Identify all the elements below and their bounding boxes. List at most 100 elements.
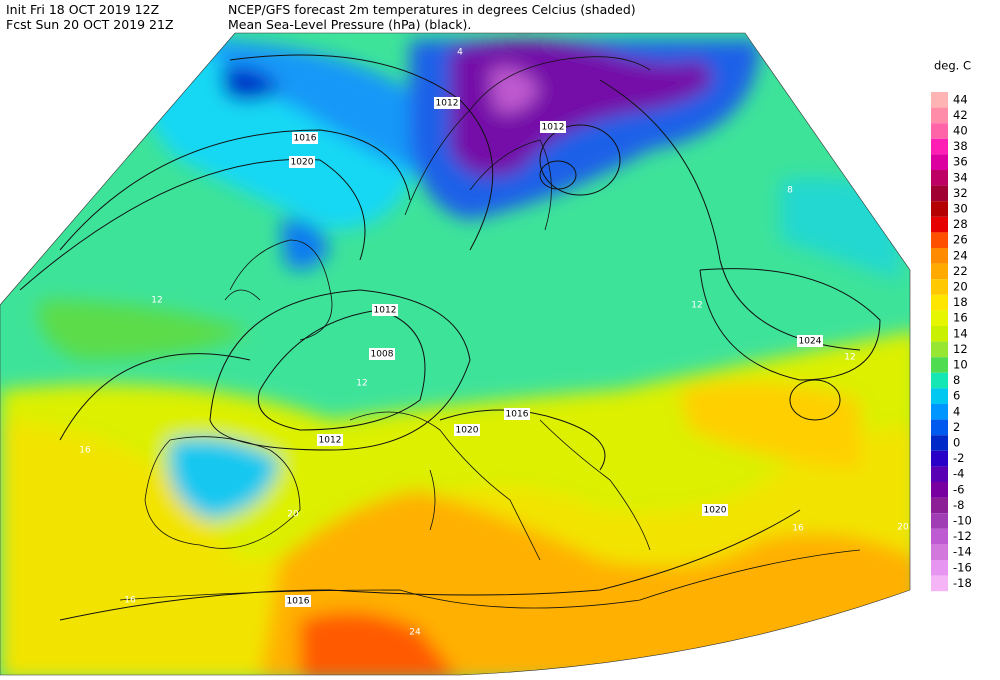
legend-label: 26 <box>953 233 968 247</box>
legend-label: 10 <box>953 358 968 372</box>
isobar-label: 1016 <box>294 134 317 144</box>
legend-swatch <box>931 404 948 420</box>
legend-label: -6 <box>953 482 964 496</box>
legend-label: 6 <box>953 389 960 403</box>
legend-swatch <box>931 92 948 108</box>
temperature-label: 20 <box>287 510 299 520</box>
legend-swatch <box>931 107 948 124</box>
isobar-label-bg <box>317 434 343 446</box>
legend-swatch <box>931 154 948 170</box>
legend-label: 14 <box>953 326 968 340</box>
legend-swatch <box>931 138 948 155</box>
isobar-label: 1020 <box>456 426 479 436</box>
isobar-label-bg <box>285 595 311 607</box>
temperature-label: 4 <box>457 48 463 58</box>
isobar-label-bg <box>369 348 395 360</box>
legend-swatch <box>931 482 948 498</box>
legend-swatch <box>931 372 948 389</box>
legend-label: 2 <box>953 420 960 434</box>
temperature-label: 20 <box>897 523 909 533</box>
temperature-label: 16 <box>792 524 804 534</box>
isobar-label: 1008 <box>371 350 394 360</box>
shading <box>0 33 910 675</box>
legend-swatch <box>931 528 948 545</box>
isobar-label-bg <box>797 335 823 347</box>
legend-label: -14 <box>953 545 972 559</box>
legend-swatch <box>931 201 948 217</box>
legend-label: 20 <box>953 280 968 294</box>
map-title: NCEP/GFS forecast 2m temperatures in deg… <box>228 2 636 17</box>
legend-swatch <box>931 310 948 326</box>
legend-label: -2 <box>953 451 964 465</box>
isobar-label: 1012 <box>374 306 397 316</box>
legend-swatch <box>931 357 948 373</box>
legend-label: 12 <box>953 342 968 356</box>
isobar-label: 1020 <box>704 506 727 516</box>
legend-label: -16 <box>953 560 972 574</box>
isobar-label-bg <box>372 304 398 316</box>
legend-swatch <box>931 435 948 451</box>
legend-label: -18 <box>953 576 972 590</box>
legend-swatch <box>931 341 948 358</box>
coastlines <box>119 56 861 609</box>
legend-swatch <box>931 450 948 467</box>
temperature-label: 12 <box>356 379 367 389</box>
temperature-field <box>0 33 910 675</box>
legend-label: 34 <box>953 170 968 184</box>
isobar-label-bg <box>454 424 480 436</box>
legend-swatch <box>931 263 948 280</box>
legend-swatch <box>931 575 948 592</box>
legend-label: -12 <box>953 529 972 543</box>
isobar-label: 1012 <box>319 436 342 446</box>
temperature-label: 12 <box>691 301 702 311</box>
legend-swatch <box>931 466 948 482</box>
map-border <box>0 32 911 676</box>
legend-label: 16 <box>953 311 968 325</box>
legend-label: 32 <box>953 186 968 200</box>
legend-label: 42 <box>953 108 968 122</box>
legend-swatch <box>931 388 948 404</box>
isobar-label: 1020 <box>291 158 314 168</box>
legend-label: -10 <box>953 514 972 528</box>
isobar-label-bg <box>289 156 315 168</box>
legend-label: 30 <box>953 202 968 216</box>
temperature-label: 8 <box>787 186 793 196</box>
legend-swatch <box>931 513 948 529</box>
legend-label: 4 <box>953 404 960 418</box>
legend-swatch <box>931 326 948 342</box>
isobar-label: 1012 <box>542 123 565 133</box>
legend-label: -8 <box>953 498 964 512</box>
legend-swatch <box>931 560 948 576</box>
legend-swatch <box>931 216 948 233</box>
isobar-label-bg <box>504 408 530 420</box>
legend-swatch <box>931 497 948 514</box>
legend-swatch <box>931 279 948 295</box>
temperature-label: 24 <box>409 628 421 638</box>
legend-label: 22 <box>953 264 968 278</box>
legend-label: 44 <box>953 92 968 106</box>
temperature-label: 16 <box>79 446 91 456</box>
forecast-time: Fcst Sun 20 OCT 2019 21Z <box>6 17 174 32</box>
legend-swatch <box>931 294 948 311</box>
legend-label: 38 <box>953 139 968 153</box>
isobar-label: 1016 <box>506 410 529 420</box>
init-time: Init Fri 18 OCT 2019 12Z <box>6 2 159 17</box>
temperature-label: 12 <box>844 353 855 363</box>
legend-swatch <box>931 544 948 560</box>
isobar-label-bg <box>434 97 460 109</box>
temperature-label: 12 <box>151 296 162 306</box>
temperature-label: 16 <box>124 596 136 606</box>
isobar-label: 1012 <box>436 99 459 109</box>
legend-label: 18 <box>953 295 968 309</box>
isobar-label-bg <box>292 132 318 144</box>
legend-label: 24 <box>953 248 968 262</box>
map-subtitle: Mean Sea-Level Pressure (hPa) (black). <box>228 17 471 32</box>
legend-label: 36 <box>953 155 968 169</box>
legend-swatch <box>931 248 948 264</box>
legend-label: 40 <box>953 124 968 138</box>
isobar-label-bg <box>540 121 566 133</box>
legend-swatch <box>931 232 948 248</box>
legend-label: 0 <box>953 436 960 450</box>
